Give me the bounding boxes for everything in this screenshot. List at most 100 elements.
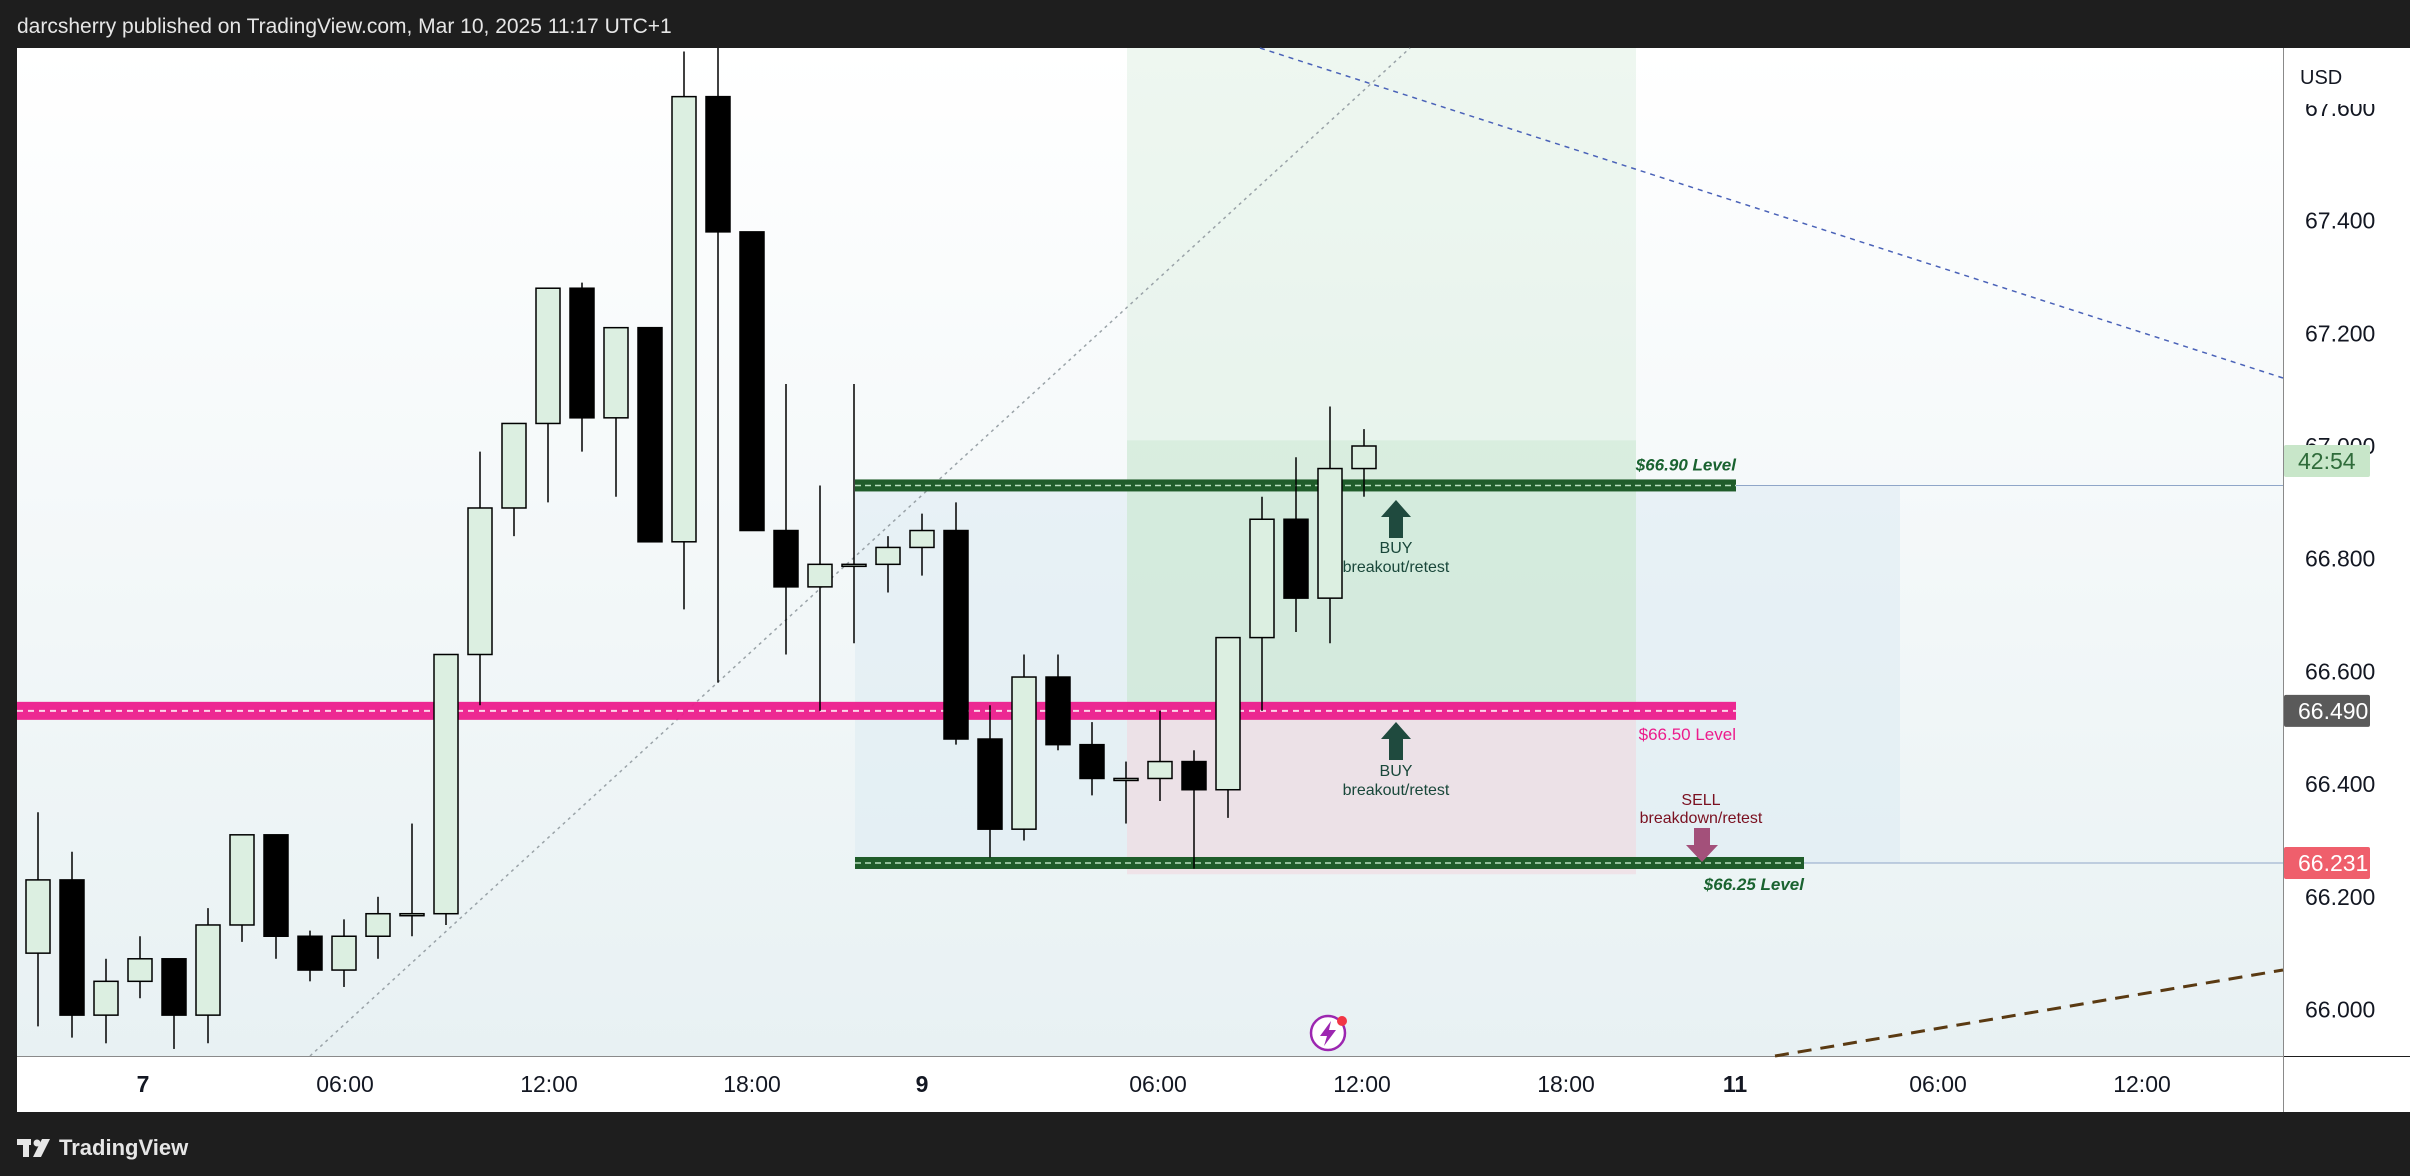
annotations-layer: BUY breakout/retest BUY breakout/retest … xyxy=(1309,500,1763,1052)
candle-31 xyxy=(1079,722,1105,796)
candle-body-12 xyxy=(433,653,459,915)
tradingview-logo-icon xyxy=(17,1139,50,1157)
sell-arrow xyxy=(1686,828,1718,862)
candle-body-23 xyxy=(807,563,833,588)
buy-lower-label: BUY xyxy=(1380,763,1413,780)
candle-body-13 xyxy=(467,507,493,656)
price-badge-text-last: 66.231 xyxy=(2298,850,2368,876)
candle-body-34 xyxy=(1181,760,1207,791)
candle-body-31 xyxy=(1079,743,1105,780)
price-tick-7: 66.200 xyxy=(2305,884,2375,910)
candle-32 xyxy=(1113,761,1139,824)
candle-body-20 xyxy=(705,95,731,233)
candle-22 xyxy=(773,384,799,655)
candle-17 xyxy=(603,326,629,497)
trendlines-layer xyxy=(309,47,2284,1058)
candle-body-9 xyxy=(331,935,357,971)
candle-body-24 xyxy=(841,563,867,568)
candle-body-37 xyxy=(1283,518,1309,599)
candle-body-28 xyxy=(977,738,1003,830)
currency-box[interactable] xyxy=(2284,48,2410,104)
candle-body-17 xyxy=(603,326,629,419)
candle-5 xyxy=(195,908,221,1044)
candle-14 xyxy=(501,422,527,537)
candle-body-18 xyxy=(637,326,663,543)
candle-body-39 xyxy=(1351,445,1377,470)
candle-body-22 xyxy=(773,529,799,588)
candle-body-4 xyxy=(161,958,187,1016)
lightning-icon[interactable] xyxy=(1309,1014,1347,1052)
time-tick-3: 18:00 xyxy=(723,1071,781,1097)
price-badge-magenta xyxy=(2284,694,2370,727)
candle-2 xyxy=(93,958,119,1044)
price-tick-1: 67.400 xyxy=(2305,208,2375,234)
candle-35 xyxy=(1215,636,1241,818)
candle-25 xyxy=(875,536,901,593)
candle-6 xyxy=(229,834,255,942)
candle-body-32 xyxy=(1113,777,1139,782)
candle-body-35 xyxy=(1215,636,1241,791)
candle-24 xyxy=(841,384,867,644)
level-label-2: $66.25 Level xyxy=(1703,875,1805,894)
candle-7 xyxy=(263,834,289,959)
price-badge-countdown xyxy=(2284,445,2370,477)
footer-bar: TradingView xyxy=(0,1120,2410,1176)
level-label-0: $66.90 Level xyxy=(1635,455,1737,474)
candle-body-25 xyxy=(875,546,901,566)
candle-body-3 xyxy=(127,958,153,983)
candle-body-11 xyxy=(399,912,425,917)
candle-34 xyxy=(1181,750,1207,869)
candle-23 xyxy=(807,485,833,711)
price-badge-text-magenta: 66.490 xyxy=(2298,698,2368,724)
candle-body-0 xyxy=(25,879,51,954)
buy-lower-sublabel: breakout/retest xyxy=(1343,782,1450,799)
candle-13 xyxy=(467,451,493,706)
candle-body-16 xyxy=(569,287,595,419)
candle-37 xyxy=(1283,457,1309,632)
candlestick-chart[interactable]: $66.90 Level $66.50 Level $66.25 Level BUY… xyxy=(0,0,2410,1120)
candle-body-2 xyxy=(93,980,119,1016)
time-tick-0: 7 xyxy=(137,1071,150,1097)
time-tick-8: 11 xyxy=(1723,1071,1748,1097)
candle-33 xyxy=(1147,710,1173,802)
candle-20 xyxy=(705,48,731,683)
candle-38 xyxy=(1317,406,1343,644)
candle-39 xyxy=(1351,429,1377,497)
candle-body-8 xyxy=(297,935,323,971)
time-tick-7: 18:00 xyxy=(1537,1071,1595,1097)
candle-3 xyxy=(127,936,153,999)
candle-19 xyxy=(671,51,697,610)
time-tick-9: 06:00 xyxy=(1909,1071,1967,1097)
candle-body-38 xyxy=(1317,467,1343,599)
time-tick-labels: 7 06:00 12:00 18:00 9 06:00 12:00 18:00 11 06:00 1… xyxy=(137,1071,2171,1097)
level-label-1: $66.50 Level xyxy=(1639,725,1736,744)
candle-30 xyxy=(1045,654,1071,751)
price-tick-2: 67.200 xyxy=(2305,320,2375,346)
candles-layer xyxy=(25,48,1377,1049)
candle-18 xyxy=(637,326,663,543)
candle-body-5 xyxy=(195,924,221,1016)
candle-10 xyxy=(365,896,391,959)
price-scale[interactable] xyxy=(2284,48,2410,1056)
price-badge-last xyxy=(2284,846,2370,879)
price-tick-4: 66.800 xyxy=(2305,546,2375,572)
candle-4 xyxy=(161,958,187,1049)
currency-label: USD xyxy=(2300,67,2342,89)
price-tick-5: 66.600 xyxy=(2305,658,2375,684)
candle-body-15 xyxy=(535,287,561,425)
candle-12 xyxy=(433,653,459,925)
time-scale-corner xyxy=(2284,1057,2410,1112)
candle-body-33 xyxy=(1147,760,1173,780)
candle-27 xyxy=(943,502,969,745)
candle-body-10 xyxy=(365,912,391,937)
candle-29 xyxy=(1011,654,1037,841)
time-scale[interactable] xyxy=(17,1057,2283,1112)
publish-text: darcsherry published on TradingView.com,… xyxy=(17,15,672,38)
candle-21 xyxy=(739,231,765,532)
time-tick-5: 06:00 xyxy=(1129,1071,1187,1097)
candle-body-26 xyxy=(909,529,935,549)
candle-body-19 xyxy=(671,95,697,543)
candle-body-27 xyxy=(943,529,969,740)
time-tick-10: 12:00 xyxy=(2113,1071,2171,1097)
tradingview-logo[interactable]: TradingView xyxy=(17,1128,188,1168)
